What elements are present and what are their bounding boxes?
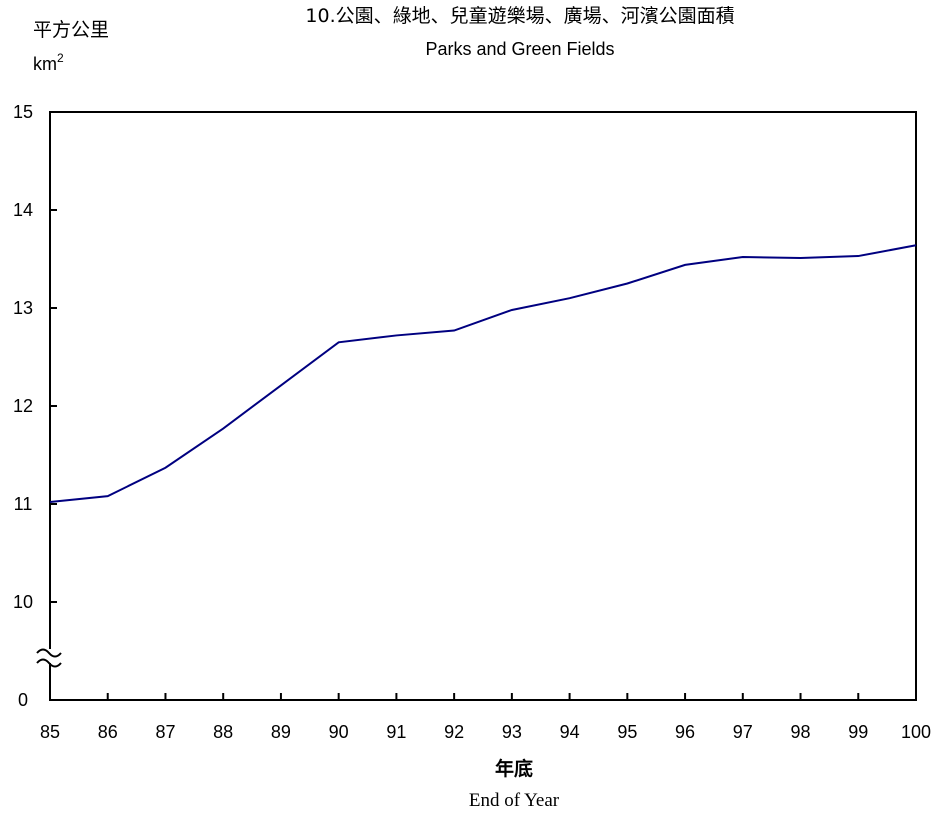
x-tick-label: 94 (560, 722, 580, 742)
x-tick-label: 85 (40, 722, 60, 742)
y-tick-label: 12 (13, 396, 33, 416)
x-tick-label: 87 (155, 722, 175, 742)
x-tick-label: 89 (271, 722, 291, 742)
axis-break-gap (47, 649, 53, 663)
y-axis-unit-superscript: 2 (57, 51, 64, 65)
x-tick-label: 98 (791, 722, 811, 742)
y-tick-label: 13 (13, 298, 33, 318)
x-tick-label: 90 (329, 722, 349, 742)
chart-subtitle: Parks and Green Fields (425, 39, 614, 59)
x-axis-ticks: 85 86 87 88 89 90 91 92 93 94 95 96 97 98 99 100 (40, 693, 931, 742)
x-tick-label: 93 (502, 722, 522, 742)
x-axis-label: 年底 (495, 757, 533, 780)
x-tick-label: 99 (848, 722, 868, 742)
x-tick-label: 86 (98, 722, 118, 742)
y-tick-label: 10 (13, 592, 33, 612)
series-line (49, 244, 917, 504)
x-tick-label: 97 (733, 722, 753, 742)
x-tick-label: 96 (675, 722, 695, 742)
y-tick-label: 15 (13, 102, 33, 122)
x-tick-label: 95 (617, 722, 637, 742)
plot-frame (49, 111, 917, 701)
axis-break-wave (36, 658, 62, 668)
series-points (48, 243, 918, 504)
axis-break-wave (36, 648, 62, 658)
x-tick-label: 92 (444, 722, 464, 742)
chart-title: 10.公園、綠地、兒童遊樂場、廣場、河濱公園面積 (305, 5, 734, 27)
y-axis-unit: km2 (33, 51, 64, 74)
y-axis-ticks: 10 11 12 13 14 15 (13, 102, 57, 612)
x-tick-label: 91 (386, 722, 406, 742)
y-break-baseline-label: 0 (18, 690, 28, 710)
y-axis-label: 平方公里 (33, 19, 109, 41)
y-tick-label: 14 (13, 200, 33, 220)
x-tick-label: 88 (213, 722, 233, 742)
x-axis-label-en: End of Year (469, 790, 560, 811)
y-axis-unit-base: km (33, 54, 57, 74)
axis-break-icon (36, 648, 62, 668)
x-tick-label: 100 (901, 722, 931, 742)
y-tick-label: 11 (14, 494, 33, 514)
